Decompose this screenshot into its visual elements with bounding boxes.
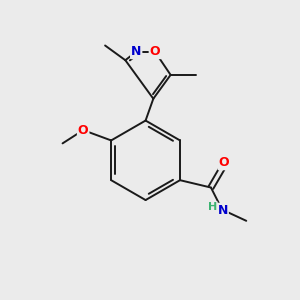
Text: O: O [78,124,88,136]
Text: N: N [131,45,141,58]
Text: H: H [208,202,217,212]
Text: O: O [219,156,229,169]
Text: N: N [218,204,228,217]
Text: O: O [150,45,160,58]
